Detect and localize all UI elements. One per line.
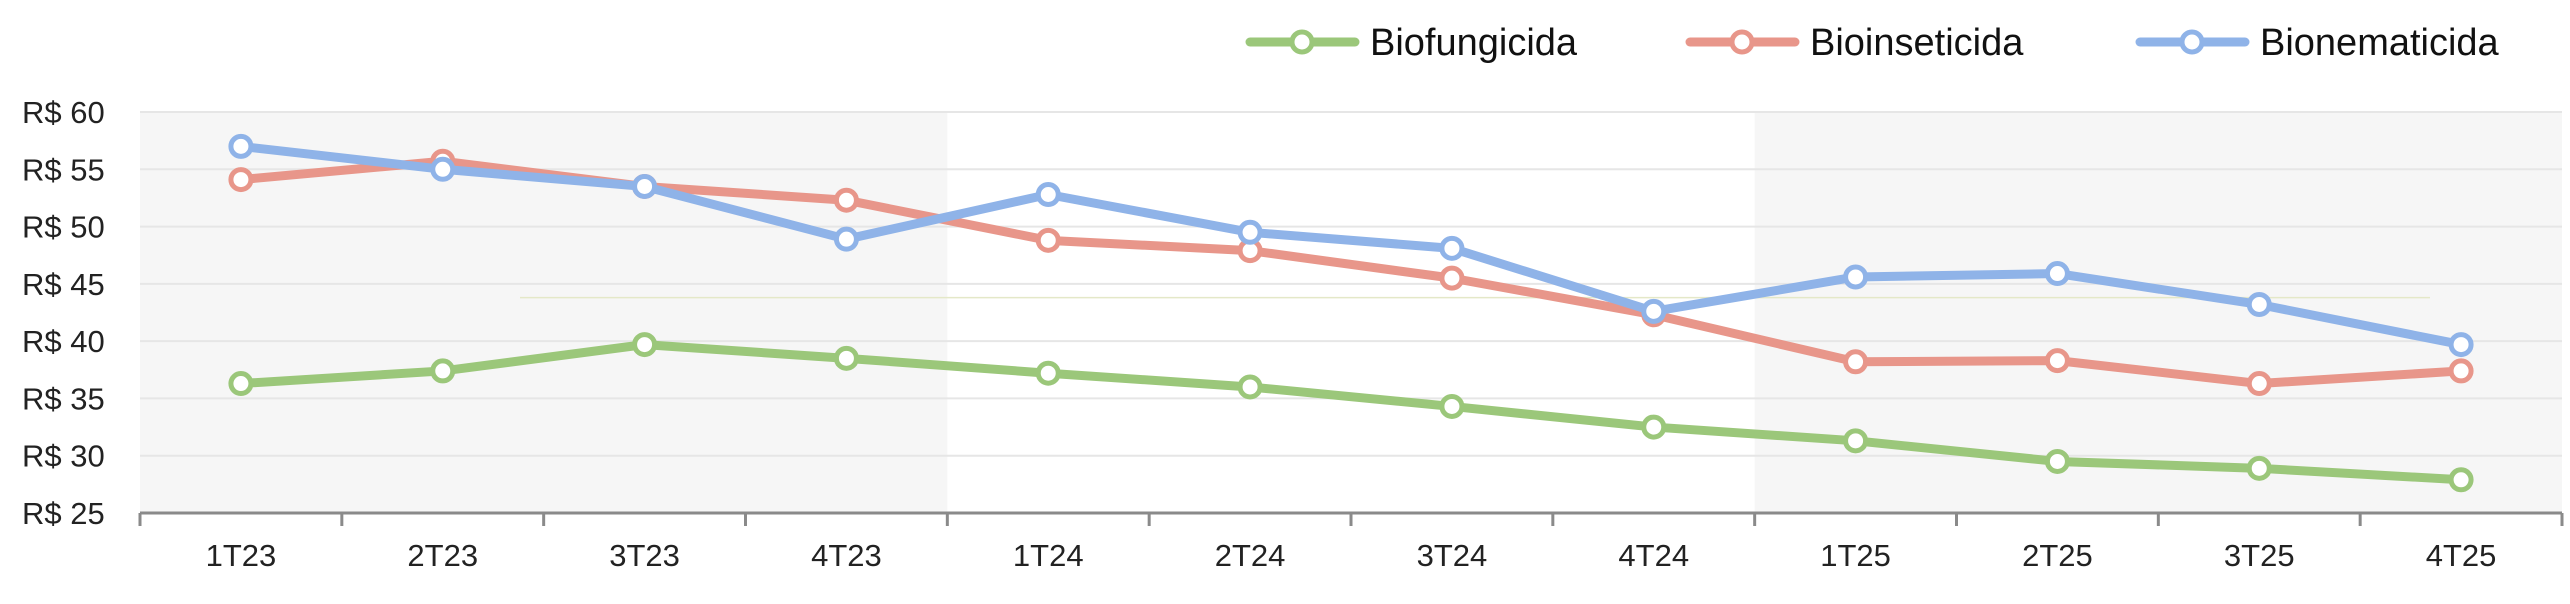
data-point bbox=[2448, 332, 2474, 358]
y-tick-label: R$ 25 bbox=[22, 496, 105, 531]
data-point bbox=[1237, 374, 1263, 400]
x-tick-label: 1T23 bbox=[206, 538, 277, 573]
legend-marker bbox=[1289, 29, 1315, 55]
y-tick-label: R$ 55 bbox=[22, 152, 105, 187]
data-point bbox=[430, 358, 456, 384]
data-point bbox=[1035, 227, 1061, 253]
legend-marker bbox=[1729, 29, 1755, 55]
data-point bbox=[1439, 393, 1465, 419]
data-point bbox=[1843, 349, 1869, 375]
legend-label: Bioinseticida bbox=[1810, 22, 2024, 64]
series-0 bbox=[228, 332, 2474, 493]
legend: Biofungicida Bioinseticida Bionematicida bbox=[1245, 22, 2500, 64]
data-point bbox=[1843, 428, 1869, 454]
data-point bbox=[1237, 219, 1263, 245]
data-point bbox=[632, 332, 658, 358]
data-point bbox=[1439, 235, 1465, 261]
y-tick-label: R$ 35 bbox=[22, 381, 105, 416]
y-tick-label: R$ 30 bbox=[22, 439, 105, 474]
data-point bbox=[228, 371, 254, 397]
data-point bbox=[1035, 181, 1061, 207]
x-tick-label: 4T24 bbox=[1618, 538, 1689, 573]
legend-marker bbox=[2179, 29, 2205, 55]
data-point bbox=[228, 133, 254, 159]
data-point bbox=[833, 187, 859, 213]
data-point bbox=[1035, 360, 1061, 386]
series-2 bbox=[228, 133, 2474, 358]
data-point bbox=[2044, 261, 2070, 287]
data-point bbox=[2044, 348, 2070, 374]
y-tick-label: R$ 60 bbox=[22, 95, 105, 130]
x-tick-label: 2T25 bbox=[2022, 538, 2093, 573]
legend-item-0: Biofungicida bbox=[1245, 22, 1578, 64]
data-point bbox=[632, 173, 658, 199]
data-point bbox=[833, 345, 859, 371]
data-point bbox=[833, 226, 859, 252]
data-point bbox=[1641, 414, 1667, 440]
x-tick-label: 1T24 bbox=[1013, 538, 1084, 573]
data-point bbox=[2448, 358, 2474, 384]
data-point bbox=[228, 167, 254, 193]
series-line bbox=[236, 141, 2466, 350]
y-tick-label: R$ 45 bbox=[22, 267, 105, 302]
data-point bbox=[2246, 455, 2272, 481]
x-tick-label: 4T23 bbox=[811, 538, 882, 573]
data-point bbox=[1641, 298, 1667, 324]
legend-label: Bionematicida bbox=[2260, 22, 2500, 64]
legend-item-1: Bioinseticida bbox=[1685, 22, 2024, 64]
legend-item-2: Bionematicida bbox=[2135, 22, 2500, 64]
data-point bbox=[2246, 371, 2272, 397]
series-line bbox=[236, 340, 2466, 485]
y-tick-label: R$ 40 bbox=[22, 324, 105, 359]
axes: R$ 25 R$ 30 R$ 35 R$ 40 R$ 45 R$ 50 R$ 55 R$ 60… bbox=[22, 95, 2564, 573]
x-tick-label: 3T25 bbox=[2224, 538, 2295, 573]
data-point bbox=[1439, 265, 1465, 291]
shaded-band-1 bbox=[1754, 112, 2562, 513]
data-point bbox=[430, 156, 456, 182]
gridlines bbox=[140, 111, 2562, 457]
series-group bbox=[228, 133, 2474, 493]
y-tick-label: R$ 50 bbox=[22, 210, 105, 245]
data-point bbox=[2246, 291, 2272, 317]
data-point bbox=[1843, 264, 1869, 290]
x-tick-label: 3T23 bbox=[609, 538, 680, 573]
legend-label: Biofungicida bbox=[1370, 22, 1578, 64]
x-tick-label: 3T24 bbox=[1417, 538, 1488, 573]
data-point bbox=[2448, 467, 2474, 493]
x-tick-label: 1T25 bbox=[1820, 538, 1891, 573]
data-point bbox=[2044, 448, 2070, 474]
x-tick-label: 2T23 bbox=[407, 538, 478, 573]
x-tick-label: 2T24 bbox=[1215, 538, 1286, 573]
x-tick-label: 4T25 bbox=[2426, 538, 2497, 573]
